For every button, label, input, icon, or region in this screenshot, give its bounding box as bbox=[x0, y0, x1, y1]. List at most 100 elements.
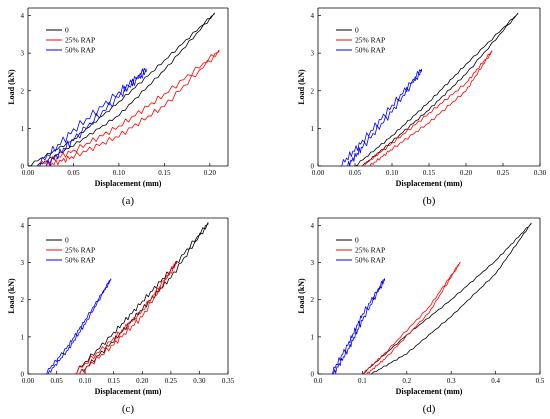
x-tick-label: 0.15 bbox=[423, 169, 436, 177]
x-tick-label: 0.35 bbox=[222, 377, 235, 385]
series-line bbox=[37, 67, 147, 167]
y-tick-label: 2 bbox=[21, 296, 25, 304]
x-tick-label: 0.05 bbox=[67, 169, 80, 177]
legend-label: 0 bbox=[355, 26, 359, 35]
x-tick-label: 0.10 bbox=[79, 377, 92, 385]
x-tick-label: 0.05 bbox=[50, 377, 63, 385]
series-line bbox=[362, 222, 532, 375]
chart-panel-1: 0.00 0.05 0.10 0.15 0.20 0 1 2 3 4 Displacement (m… bbox=[7, 7, 229, 207]
y-tick-label: 2 bbox=[311, 87, 315, 95]
y-tick-label: 3 bbox=[21, 259, 25, 267]
series-0 bbox=[362, 222, 532, 375]
series-0 bbox=[27, 12, 215, 167]
x-tick-label: 0.10 bbox=[386, 169, 399, 177]
series-50-rap bbox=[45, 278, 112, 375]
series-line bbox=[73, 261, 177, 375]
legend-label: 25% RAP bbox=[355, 36, 385, 45]
panel-label: (c) bbox=[122, 403, 135, 415]
series-line bbox=[362, 261, 461, 375]
y-axis-label: Load (kN) bbox=[297, 278, 306, 314]
x-tick-label: 0.10 bbox=[113, 169, 126, 177]
series-25-rap bbox=[73, 261, 177, 375]
series-line bbox=[27, 12, 215, 167]
legend-label: 25% RAP bbox=[65, 36, 95, 45]
series-25-rap bbox=[37, 49, 220, 167]
y-tick-label: 0 bbox=[311, 371, 315, 379]
x-tick-label: 0.0 bbox=[314, 377, 323, 385]
x-axis-label: Displacement (mm) bbox=[396, 179, 463, 188]
x-tick-label: 0.2 bbox=[402, 377, 411, 385]
x-tick-label: 0.15 bbox=[108, 377, 121, 385]
series-line bbox=[37, 49, 220, 167]
x-tick-label: 0.1 bbox=[358, 377, 367, 385]
series-line bbox=[45, 278, 112, 375]
y-axis-label: Load (kN) bbox=[7, 69, 16, 105]
series-50-rap bbox=[331, 278, 385, 375]
series-50-rap bbox=[37, 67, 147, 167]
x-tick-label: 0.30 bbox=[193, 377, 206, 385]
x-tick-label: 0.00 bbox=[22, 377, 35, 385]
y-tick-label: 4 bbox=[21, 222, 25, 230]
y-tick-label: 0 bbox=[311, 163, 315, 171]
y-axis-label: Load (kN) bbox=[7, 278, 16, 314]
series-line bbox=[354, 12, 519, 167]
panel-label: (b) bbox=[423, 195, 436, 207]
legend-label: 0 bbox=[65, 236, 69, 245]
panel-label: (d) bbox=[423, 403, 436, 415]
x-tick-label: 0.25 bbox=[165, 377, 178, 385]
x-tick-label: 0.05 bbox=[349, 169, 362, 177]
y-tick-label: 4 bbox=[311, 12, 315, 20]
x-axis-label: Displacement (mm) bbox=[95, 179, 162, 188]
x-tick-label: 0.20 bbox=[136, 377, 149, 385]
y-tick-label: 1 bbox=[311, 125, 315, 133]
series-0 bbox=[354, 12, 519, 167]
legend-label: 0 bbox=[355, 236, 359, 245]
legend-label: 50% RAP bbox=[355, 256, 385, 265]
y-tick-label: 1 bbox=[311, 333, 315, 341]
series-line bbox=[362, 50, 493, 167]
x-tick-label: 0.00 bbox=[312, 169, 325, 177]
y-tick-label: 2 bbox=[311, 296, 315, 304]
y-tick-label: 4 bbox=[21, 12, 25, 20]
legend-label: 25% RAP bbox=[355, 246, 385, 255]
y-tick-label: 3 bbox=[311, 259, 315, 267]
y-tick-label: 3 bbox=[21, 50, 25, 58]
y-tick-label: 0 bbox=[21, 163, 25, 171]
y-axis-label: Load (kN) bbox=[297, 69, 306, 105]
panel-label: (a) bbox=[122, 195, 135, 207]
x-tick-label: 0.15 bbox=[158, 169, 171, 177]
y-tick-label: 1 bbox=[21, 125, 25, 133]
x-tick-label: 0.4 bbox=[491, 377, 500, 385]
y-tick-label: 0 bbox=[21, 371, 25, 379]
series-25-rap bbox=[362, 261, 461, 375]
series-line bbox=[73, 222, 209, 375]
series-0 bbox=[73, 222, 209, 375]
x-tick-label: 0.5 bbox=[536, 377, 545, 385]
series-line bbox=[340, 68, 422, 167]
legend-label: 0 bbox=[65, 26, 69, 35]
x-tick-label: 0.20 bbox=[460, 169, 473, 177]
legend-label: 50% RAP bbox=[65, 256, 95, 265]
series-50-rap bbox=[340, 68, 422, 167]
x-axis-label: Displacement (mm) bbox=[396, 387, 463, 396]
x-axis-label: Displacement (mm) bbox=[95, 387, 162, 396]
x-tick-label: 0.3 bbox=[447, 377, 456, 385]
legend-label: 25% RAP bbox=[65, 246, 95, 255]
x-tick-label: 0.00 bbox=[22, 169, 35, 177]
series-25-rap bbox=[362, 50, 493, 167]
y-tick-label: 3 bbox=[311, 50, 315, 58]
legend-label: 50% RAP bbox=[65, 46, 95, 55]
chart-panel-3: 0.00 0.05 0.10 0.15 0.20 0.25 0.30 0.35 0 1 2 3 4 Dis… bbox=[7, 217, 235, 415]
series-line bbox=[331, 278, 385, 375]
x-tick-label: 0.25 bbox=[497, 169, 510, 177]
x-tick-label: 0.30 bbox=[534, 169, 547, 177]
legend-label: 50% RAP bbox=[355, 46, 385, 55]
x-tick-label: 0.20 bbox=[204, 169, 217, 177]
y-tick-label: 2 bbox=[21, 87, 25, 95]
chart-panel-4: 0.0 0.1 0.2 0.3 0.4 0.5 0 1 2 3 4 Displacement (mm)… bbox=[297, 217, 545, 415]
